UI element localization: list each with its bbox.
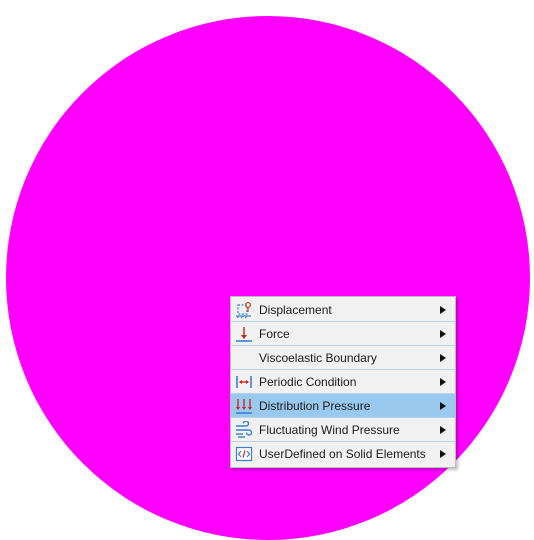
code-icon (233, 443, 255, 465)
menu-item-label: Periodic Condition (259, 374, 357, 389)
distribution-pressure-icon (233, 395, 255, 417)
menu-item-periodic-condition[interactable]: Periodic Condition (231, 370, 455, 394)
menu-item-label: Fluctuating Wind Pressure (259, 422, 400, 437)
menu-item-viscoelastic-boundary[interactable]: Viscoelastic Boundary (231, 346, 455, 370)
submenu-arrow-icon (437, 450, 449, 458)
menu-item-distribution-pressure[interactable]: Distribution Pressure (231, 394, 455, 418)
submenu-arrow-icon (437, 353, 449, 362)
empty-icon-slot (233, 347, 255, 369)
menu-item-label: Viscoelastic Boundary (259, 350, 377, 365)
displacement-icon (233, 299, 255, 321)
menu-item-fluctuating-wind-pressure[interactable]: Fluctuating Wind Pressure (231, 418, 455, 442)
menu-item-displacement[interactable]: Displacement (231, 298, 455, 322)
submenu-arrow-icon (437, 425, 449, 434)
menu-item-label: Force (259, 326, 290, 341)
menu-item-label: UserDefined on Solid Elements (259, 447, 426, 461)
force-icon (233, 323, 255, 345)
submenu-arrow-icon (437, 305, 449, 314)
submenu-arrow-icon (437, 377, 449, 386)
submenu-arrow-icon (437, 401, 449, 410)
menu-item-force[interactable]: Force (231, 322, 455, 346)
menu-item-userdefined-solid-elements[interactable]: UserDefined on Solid Elements (231, 442, 455, 466)
menu-item-label: Displacement (259, 302, 332, 317)
menu-item-label: Distribution Pressure (259, 398, 371, 413)
wind-pressure-icon (233, 419, 255, 441)
context-menu: Displacement Force Viscoelastic Boundary (230, 296, 456, 468)
periodic-condition-icon (233, 371, 255, 393)
submenu-arrow-icon (437, 329, 449, 338)
